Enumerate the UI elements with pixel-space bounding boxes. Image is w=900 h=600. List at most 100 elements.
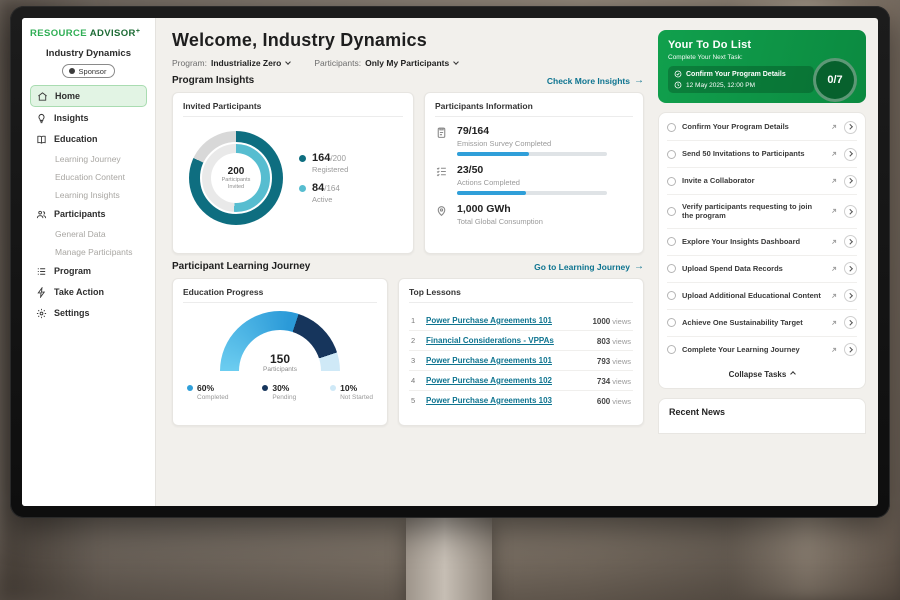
external-link-icon xyxy=(830,292,838,300)
sidebar-item-education[interactable]: Education xyxy=(30,129,147,149)
sidebar-item-label: Program xyxy=(54,266,92,276)
sponsor-badge-label: Sponsor xyxy=(78,66,107,76)
link-label: Go to Learning Journey xyxy=(534,261,630,272)
legend-item-pending: 30% Pending xyxy=(262,383,296,401)
sidebar-item-insights[interactable]: Insights xyxy=(30,108,147,128)
task-checkbox[interactable] xyxy=(667,318,676,327)
task-checkbox[interactable] xyxy=(667,237,676,246)
actions-completed-row: 23/50 Actions Completed xyxy=(435,164,633,195)
task-checkbox[interactable] xyxy=(667,149,676,159)
lesson-link[interactable]: Power Purchase Agreements 101 xyxy=(426,356,552,365)
invited-donut-chart: 200 Participants Invited xyxy=(189,131,283,225)
todo-next-task-box[interactable]: Confirm Your Program Details 12 May 2025… xyxy=(668,66,814,93)
active-dot-icon xyxy=(299,185,306,192)
task-chevron-icon[interactable] xyxy=(844,316,857,329)
lesson-link[interactable]: Power Purchase Agreements 101 xyxy=(426,316,552,325)
task-checkbox[interactable] xyxy=(667,264,676,273)
emission-survey-value: 79/164 xyxy=(457,125,490,137)
logo-secondary: ADVISOR xyxy=(89,28,136,39)
sidebar-nav: Home Insights Education Learning Journey… xyxy=(30,85,147,323)
sidebar-item-take-action[interactable]: Take Action xyxy=(30,282,147,302)
task-chevron-icon[interactable] xyxy=(844,235,857,248)
task-chevron-icon[interactable] xyxy=(844,262,857,275)
education-progress-gauge: 150 Participants xyxy=(220,311,340,373)
task-row-upload-spend-data[interactable]: Upload Spend Data Records xyxy=(667,256,857,283)
lesson-link[interactable]: Power Purchase Agreements 103 xyxy=(426,396,552,405)
lesson-rank: 2 xyxy=(411,336,416,345)
todo-task-list: Confirm Your Program Details Send 50 Inv… xyxy=(658,112,866,389)
sidebar-item-manage-participants[interactable]: Manage Participants xyxy=(55,246,133,257)
task-label: Explore Your Insights Dashboard xyxy=(682,236,801,246)
arrow-right-icon: → xyxy=(634,261,644,272)
lesson-views-unit: views xyxy=(612,376,631,386)
section-title-learning-journey: Participant Learning Journey xyxy=(172,261,311,272)
participants-dropdown[interactable]: Participants: Only My Participants xyxy=(314,58,460,68)
lesson-link[interactable]: Power Purchase Agreements 102 xyxy=(426,376,552,385)
task-checkbox[interactable] xyxy=(667,176,676,186)
sponsor-icon xyxy=(68,68,75,74)
sidebar-item-education-content[interactable]: Education Content xyxy=(55,171,125,182)
task-chevron-icon[interactable] xyxy=(844,343,857,356)
task-row-invite-collaborator[interactable]: Invite a Collaborator xyxy=(667,168,857,195)
task-chevron-icon[interactable] xyxy=(844,120,857,134)
task-checkbox[interactable] xyxy=(667,122,676,132)
task-row-verify-participants[interactable]: Verify participants requesting to join t… xyxy=(667,195,857,229)
recent-news-card: Recent News xyxy=(658,397,866,434)
lesson-link[interactable]: Financial Considerations - VPPAs xyxy=(426,336,554,345)
main-content: Welcome, Industry Dynamics Program: Indu… xyxy=(156,18,656,506)
task-checkbox[interactable] xyxy=(667,291,676,300)
monitor-stand xyxy=(406,514,492,600)
top-lessons-card: Top Lessons 1 Power Purchase Agreements … xyxy=(398,278,644,426)
task-row-complete-learning-journey[interactable]: Complete Your Learning Journey xyxy=(667,337,857,363)
sidebar: RESOURCE ADVISOR+ Industry Dynamics Spon… xyxy=(22,18,156,506)
program-dropdown[interactable]: Program: Industrialize Zero xyxy=(172,58,292,68)
arrow-right-icon: → xyxy=(634,75,644,86)
task-row-explore-insights[interactable]: Explore Your Insights Dashboard xyxy=(667,229,857,256)
task-row-upload-educational-content[interactable]: Upload Additional Educational Content xyxy=(667,283,857,310)
check-more-insights-link[interactable]: Check More Insights → xyxy=(547,75,644,86)
monitor-frame: RESOURCE ADVISOR+ Industry Dynamics Spon… xyxy=(10,6,890,518)
sidebar-item-settings[interactable]: Settings xyxy=(30,303,147,323)
sponsor-badge: Sponsor xyxy=(61,64,116,78)
sidebar-item-home[interactable]: Home xyxy=(30,85,147,107)
collapse-tasks-button[interactable]: Collapse Tasks xyxy=(667,363,857,387)
not-started-value: 10% xyxy=(340,383,358,393)
lesson-rank: 4 xyxy=(411,376,416,385)
sidebar-item-general-data[interactable]: General Data xyxy=(55,228,106,239)
sidebar-item-label: Take Action xyxy=(54,287,105,297)
education-progress-card: Education Progress 150 Participants xyxy=(172,278,388,426)
task-row-achieve-target[interactable]: Achieve One Sustainability Target xyxy=(667,310,857,337)
sidebar-item-label: Settings xyxy=(54,308,90,318)
completed-dot-icon xyxy=(187,385,193,391)
task-row-send-invitations[interactable]: Send 50 Invitations to Participants xyxy=(667,141,857,168)
todo-title: Your To Do List xyxy=(668,39,752,51)
task-chevron-icon[interactable] xyxy=(844,147,857,161)
task-checkbox[interactable] xyxy=(667,345,676,354)
people-icon xyxy=(36,209,47,220)
task-label: Confirm Your Program Details xyxy=(682,122,789,132)
sidebar-item-label: Education xyxy=(54,134,98,144)
sidebar-item-participants[interactable]: Participants xyxy=(30,204,147,224)
task-chevron-icon[interactable] xyxy=(844,289,857,302)
task-checkbox[interactable] xyxy=(667,206,676,216)
sidebar-item-program[interactable]: Program xyxy=(30,261,147,281)
home-icon xyxy=(37,91,48,102)
checklist-icon xyxy=(435,165,448,178)
lesson-views: 803 xyxy=(596,336,611,346)
bulb-icon xyxy=(36,113,47,124)
task-chevron-icon[interactable] xyxy=(844,204,857,218)
lesson-views-unit: views xyxy=(612,396,631,406)
invited-count: 200 xyxy=(227,165,245,177)
book-icon xyxy=(36,134,47,145)
sidebar-item-label: Insights xyxy=(54,113,89,123)
active-value: 84 xyxy=(312,182,325,194)
program-insights-header: Program Insights Check More Insights → xyxy=(172,75,644,86)
sidebar-item-label: Participants xyxy=(54,209,106,219)
sidebar-item-learning-journey[interactable]: Learning Journey xyxy=(55,153,121,164)
invited-donut-inner-ring: 200 Participants Invited xyxy=(200,142,272,214)
lesson-row: 5 Power Purchase Agreements 103 600 views xyxy=(409,391,633,410)
go-to-learning-journey-link[interactable]: Go to Learning Journey → xyxy=(534,261,644,272)
task-row-confirm-program[interactable]: Confirm Your Program Details xyxy=(667,114,857,141)
task-chevron-icon[interactable] xyxy=(844,174,857,188)
sidebar-item-learning-insights[interactable]: Learning Insights xyxy=(55,189,120,200)
